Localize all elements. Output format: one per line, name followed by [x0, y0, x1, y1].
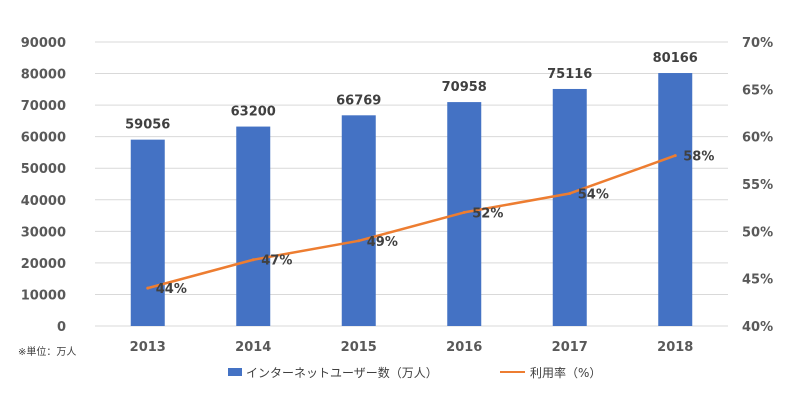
- y-right-tick-label: 45%: [742, 273, 773, 288]
- rate-point: [568, 191, 572, 195]
- right-axis-ticks: 40% 45% 50% 55% 60% 65% 70%: [742, 36, 773, 335]
- rate-point: [462, 210, 466, 214]
- legend-bar-label: インターネットユーザー数（万人）: [246, 365, 438, 380]
- x-tick-label: 2014: [235, 340, 271, 355]
- bar-value-label: 59056: [125, 118, 170, 133]
- y-left-tick-label: 30000: [21, 225, 66, 240]
- y-left-tick-label: 80000: [21, 68, 66, 83]
- rate-point: [673, 154, 677, 158]
- x-axis-ticks: 2013 2014 2015 2016 2017 2018: [130, 340, 694, 355]
- bar: [341, 115, 376, 327]
- unit-note: ※単位：万人: [18, 345, 76, 358]
- legend: インターネットユーザー数（万人） 利用率（%）: [228, 365, 601, 380]
- x-tick-label: 2013: [130, 340, 166, 355]
- bar: [236, 126, 271, 327]
- y-left-tick-label: 90000: [21, 36, 66, 51]
- legend-line-label: 利用率（%）: [530, 365, 601, 380]
- line-value-label: 49%: [367, 235, 398, 250]
- line-value-label: 44%: [156, 282, 187, 297]
- y-left-tick-label: 50000: [21, 162, 66, 177]
- y-right-tick-label: 55%: [742, 178, 773, 193]
- bar-value-label: 70958: [442, 80, 487, 95]
- rate-point: [146, 286, 150, 290]
- line-series: [146, 154, 677, 290]
- y-left-tick-label: 70000: [21, 99, 66, 114]
- y-right-tick-label: 40%: [742, 320, 773, 335]
- y-right-tick-label: 65%: [742, 83, 773, 98]
- bar: [658, 73, 693, 326]
- y-left-tick-label: 10000: [21, 288, 66, 303]
- bar-value-label: 63200: [231, 105, 276, 120]
- y-right-tick-label: 60%: [742, 131, 773, 146]
- y-left-tick-label: 40000: [21, 194, 66, 209]
- y-left-tick-label: 20000: [21, 257, 66, 272]
- bar: [447, 102, 482, 326]
- y-left-tick-label: 0: [57, 320, 66, 335]
- bar-value-label: 80166: [653, 51, 698, 66]
- line-value-label: 47%: [261, 254, 292, 269]
- bar-data-labels: 59056 63200 66769 70958 75116 80166: [125, 51, 698, 133]
- line-value-label: 52%: [472, 206, 503, 221]
- legend-bar-swatch: [228, 368, 242, 376]
- bar-value-label: 66769: [336, 93, 381, 108]
- x-tick-label: 2015: [341, 340, 377, 355]
- left-axis-ticks: 0 10000 20000 30000 40000 50000 60000 70000 8000…: [21, 36, 66, 335]
- gridlines: [95, 41, 728, 327]
- bar: [130, 139, 165, 326]
- bar: [552, 88, 587, 326]
- y-right-tick-label: 70%: [742, 36, 773, 51]
- rate-point: [357, 239, 361, 243]
- y-left-tick-label: 60000: [21, 131, 66, 146]
- y-right-tick-label: 50%: [742, 225, 773, 240]
- line-value-label: 58%: [683, 150, 714, 165]
- x-tick-label: 2017: [552, 340, 588, 355]
- rate-point: [251, 258, 255, 262]
- rate-line: [147, 154, 676, 290]
- x-tick-label: 2018: [657, 340, 693, 355]
- bar-value-label: 75116: [547, 67, 592, 82]
- x-tick-label: 2016: [446, 340, 482, 355]
- line-data-labels: 44% 47% 49% 52% 54% 58%: [156, 150, 715, 298]
- line-value-label: 54%: [578, 187, 609, 202]
- bar-series: [130, 73, 693, 327]
